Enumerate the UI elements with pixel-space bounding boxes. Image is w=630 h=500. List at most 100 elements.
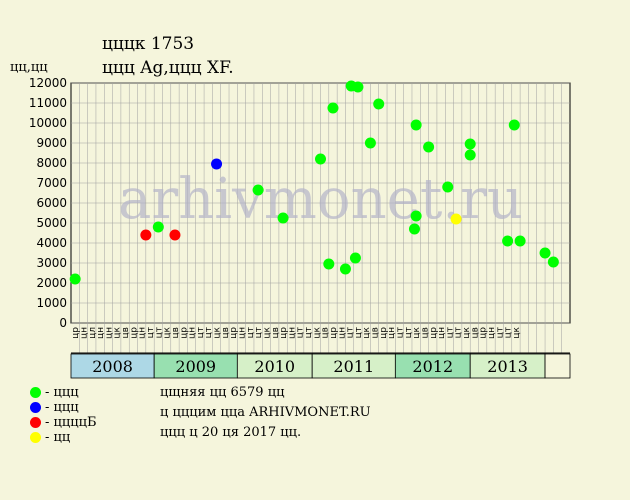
data-point xyxy=(352,81,364,93)
month-tick-label: цв xyxy=(470,327,480,338)
legend-marker-green xyxy=(30,387,41,398)
month-tick-label: цр xyxy=(129,327,139,339)
month-tick-label: цт xyxy=(146,327,156,338)
month-tick-label: цр xyxy=(71,327,81,339)
month-tick-label: цв xyxy=(121,327,131,338)
legend-marker-blue xyxy=(30,402,41,413)
y-tick-label: 6000 xyxy=(36,196,67,210)
y-tick-label: 4000 xyxy=(36,236,67,250)
legend-item-yellow: - цц xyxy=(30,430,70,445)
month-tick-label: цн xyxy=(387,327,397,339)
legend-label-blue: - ццц xyxy=(45,400,79,415)
month-tick-label: цв xyxy=(271,327,281,338)
year-band xyxy=(394,353,471,379)
data-point xyxy=(410,119,422,131)
info-line-2: ц цццим цца ARHIVMONET.RU xyxy=(160,405,371,420)
month-tick-label: цк xyxy=(163,326,173,338)
y-tick-label: 12000 xyxy=(29,76,67,90)
data-point xyxy=(373,98,385,110)
month-tick-label: цв xyxy=(221,327,231,338)
year-label: 2010 xyxy=(254,357,295,376)
month-tick-label: цк xyxy=(412,326,422,338)
month-tick-label: цт xyxy=(346,327,356,338)
chart-title: цццк 1753 xyxy=(102,34,195,54)
month-tick-label: цк xyxy=(312,326,322,338)
month-tick-label: цр xyxy=(179,327,189,339)
year-band xyxy=(70,353,155,379)
month-tick-label: цт xyxy=(445,327,455,338)
year-label: 2012 xyxy=(412,357,453,376)
year-label: 2009 xyxy=(175,357,216,376)
month-tick-label: цк xyxy=(362,326,372,338)
year-band-tail xyxy=(544,353,571,379)
month-tick-label: цт xyxy=(404,327,414,338)
month-tick-label: цн xyxy=(188,327,198,339)
month-tick-label: цв xyxy=(371,327,381,338)
month-tick-label: цт xyxy=(304,327,314,338)
month-tick-label: цт xyxy=(296,327,306,338)
month-tick-label: цт xyxy=(196,327,206,338)
month-tick-label: цт xyxy=(495,327,505,338)
data-point xyxy=(339,263,351,275)
data-point xyxy=(410,210,422,222)
legend-label-green: - ццц xyxy=(45,385,79,400)
month-tick-label: цт xyxy=(204,327,214,338)
month-tick-label: цт xyxy=(154,327,164,338)
data-point xyxy=(323,258,335,270)
month-tick-label: цн xyxy=(79,327,89,339)
month-tick-label: цк xyxy=(213,326,223,338)
y-tick-label: 7000 xyxy=(36,176,67,190)
data-point xyxy=(547,256,559,268)
legend-label-yellow: - цц xyxy=(45,430,71,445)
month-tick-label: цв xyxy=(420,327,430,338)
data-point xyxy=(277,212,289,224)
y-tick-label: 8000 xyxy=(36,156,67,170)
data-point xyxy=(152,221,164,233)
month-tick-label: цт xyxy=(354,327,364,338)
y-tick-label: 9000 xyxy=(36,136,67,150)
y-axis-label: цц,цц xyxy=(10,60,48,75)
legend-item-red: - ццццБ xyxy=(30,415,97,430)
month-tick-label: цт xyxy=(246,327,256,338)
month-tick-label: цр xyxy=(329,327,339,339)
month-tick-label: цт xyxy=(454,327,464,338)
month-tick-label: цр xyxy=(229,327,239,339)
data-point xyxy=(69,273,81,285)
month-tick-label: цв xyxy=(171,327,181,338)
legend-item-green: - ццц xyxy=(30,385,79,400)
month-tick-label: цр xyxy=(379,327,389,339)
y-tick-label: 2000 xyxy=(36,276,67,290)
legend-label-red: - ццццБ xyxy=(45,415,97,430)
y-tick-label: 5000 xyxy=(36,216,67,230)
data-point xyxy=(539,247,551,259)
year-label: 2013 xyxy=(487,357,528,376)
data-point xyxy=(349,252,361,264)
month-tick-label: цн xyxy=(237,327,247,339)
month-tick-label: цк xyxy=(512,326,522,338)
y-tick-label: 0 xyxy=(59,316,67,330)
info-line-1: цщняя цц 6579 цц xyxy=(160,385,285,400)
legend-marker-red xyxy=(30,417,41,428)
month-tick-label: цр xyxy=(429,327,439,339)
year-band xyxy=(469,353,546,379)
month-tick-label: цн xyxy=(287,327,297,339)
month-tick-label: цн xyxy=(96,327,106,339)
year-label: 2008 xyxy=(92,357,133,376)
month-tick-label: цн xyxy=(138,327,148,339)
data-point xyxy=(502,235,514,247)
legend-marker-yellow xyxy=(30,432,41,443)
data-point xyxy=(442,181,454,193)
data-point xyxy=(464,138,476,150)
y-tick-label: 1000 xyxy=(36,296,67,310)
month-tick-label: цт xyxy=(254,327,264,338)
data-point xyxy=(211,158,223,170)
month-tick-label: цр xyxy=(479,327,489,339)
month-tick-label: цк xyxy=(262,326,272,338)
data-point xyxy=(423,141,435,153)
data-point xyxy=(408,223,420,235)
data-point xyxy=(508,119,520,131)
data-point xyxy=(169,229,181,241)
month-tick-label: цв xyxy=(321,327,331,338)
data-point xyxy=(450,213,462,225)
